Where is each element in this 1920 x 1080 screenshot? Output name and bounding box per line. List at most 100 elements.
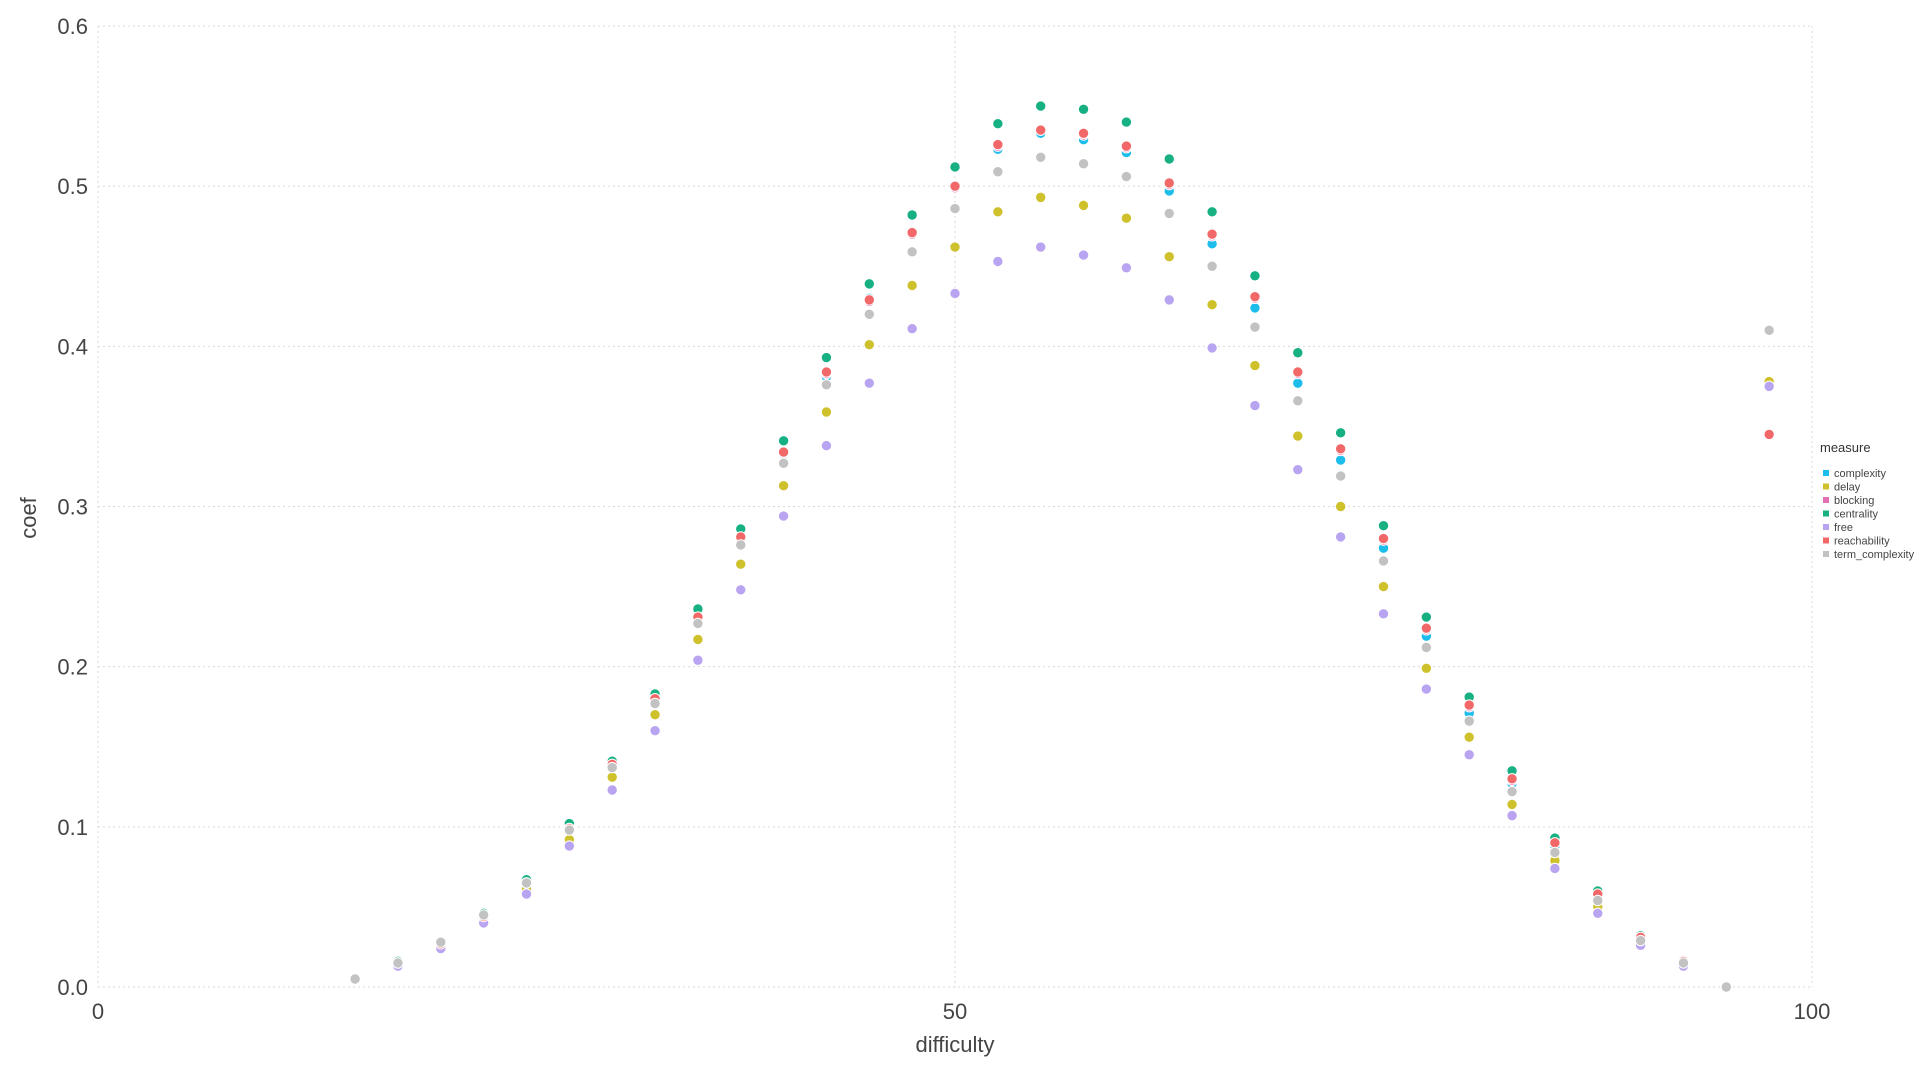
data-point xyxy=(777,479,790,492)
data-point xyxy=(1292,377,1304,389)
data-point xyxy=(1334,454,1347,466)
data-point xyxy=(1292,347,1304,359)
data-point xyxy=(863,278,875,290)
data-point xyxy=(1292,366,1304,378)
y-tick-label: 0.4 xyxy=(57,334,88,359)
data-point xyxy=(906,209,918,221)
data-point xyxy=(1249,399,1261,412)
grid-lines xyxy=(97,25,1813,988)
series-centrality xyxy=(349,100,1733,993)
data-point xyxy=(777,510,790,522)
x-tick-label: 50 xyxy=(943,999,967,1024)
data-point xyxy=(1463,731,1475,743)
data-point xyxy=(1206,228,1218,240)
data-point xyxy=(1549,862,1561,875)
data-point xyxy=(1463,699,1475,711)
data-point xyxy=(1334,443,1347,455)
series-complexity xyxy=(349,127,1733,993)
data-point xyxy=(992,206,1004,218)
data-point xyxy=(1077,199,1090,212)
data-point xyxy=(606,761,618,774)
data-points xyxy=(349,100,1775,993)
y-tick-label: 0.5 xyxy=(57,174,88,199)
data-point xyxy=(1120,170,1133,183)
data-point xyxy=(1677,957,1690,969)
data-point xyxy=(949,202,961,215)
data-point xyxy=(1163,250,1175,263)
data-point xyxy=(735,539,747,551)
y-tick-label: 0.1 xyxy=(57,815,88,840)
data-point xyxy=(906,246,918,258)
data-point xyxy=(1592,894,1604,907)
data-point xyxy=(820,366,833,378)
data-point xyxy=(1420,611,1433,623)
data-point xyxy=(1377,532,1390,545)
data-point xyxy=(1420,662,1433,674)
legend-swatch xyxy=(1823,551,1829,557)
data-point xyxy=(1420,641,1433,654)
data-point xyxy=(1292,395,1304,407)
data-point xyxy=(1077,158,1090,170)
legend-title: measure xyxy=(1820,440,1871,455)
data-point xyxy=(1249,302,1261,314)
legend-swatch xyxy=(1823,524,1829,530)
data-point xyxy=(1292,430,1304,442)
legend-swatch xyxy=(1823,470,1829,476)
data-point xyxy=(1763,380,1775,393)
data-point xyxy=(1420,683,1433,695)
legend-label: reachability xyxy=(1834,536,1890,548)
data-point xyxy=(606,784,618,796)
data-point xyxy=(1334,500,1347,513)
data-point xyxy=(735,558,747,570)
data-point xyxy=(1163,207,1175,220)
data-point xyxy=(949,287,961,300)
data-point xyxy=(992,166,1004,178)
legend-swatch xyxy=(1823,510,1829,517)
data-point xyxy=(863,377,875,389)
y-tick-label: 0.0 xyxy=(57,975,88,1000)
data-point xyxy=(1506,798,1518,811)
data-point xyxy=(949,161,961,173)
x-tick-label: 0 xyxy=(92,999,104,1024)
data-point xyxy=(435,936,447,948)
data-point xyxy=(906,279,918,292)
data-point xyxy=(1506,773,1518,785)
data-point xyxy=(1720,981,1733,993)
y-axis-ticks: 0.0 0.1 0.2 0.3 0.4 0.5 0.6 xyxy=(57,14,88,1000)
data-point xyxy=(1634,934,1647,947)
data-point xyxy=(649,725,661,737)
data-point xyxy=(735,584,747,596)
data-point xyxy=(949,180,961,192)
legend-label: delay xyxy=(1834,482,1861,494)
data-point xyxy=(992,255,1004,268)
data-point xyxy=(949,241,961,253)
data-point xyxy=(563,824,576,836)
data-point xyxy=(520,888,533,900)
data-point xyxy=(1163,294,1175,306)
data-point xyxy=(1163,153,1175,165)
data-point xyxy=(820,379,833,391)
data-point xyxy=(906,323,918,335)
data-point xyxy=(1334,531,1347,543)
data-point xyxy=(1763,324,1775,337)
y-tick-label: 0.2 xyxy=(57,655,88,680)
legend-swatch xyxy=(1823,537,1829,544)
x-tick-label: 100 xyxy=(1794,999,1831,1024)
data-point xyxy=(563,840,576,852)
data-point xyxy=(1035,241,1047,253)
legend-label: free xyxy=(1834,522,1853,534)
data-point xyxy=(1035,124,1047,136)
data-point xyxy=(777,435,790,447)
data-point xyxy=(820,439,833,452)
data-point xyxy=(1249,290,1261,303)
data-point xyxy=(1120,140,1133,152)
legend-label: blocking xyxy=(1834,495,1874,507)
series-blocking xyxy=(349,124,1733,993)
data-point xyxy=(1420,622,1433,634)
data-point xyxy=(820,351,833,364)
series-term-complexity xyxy=(349,151,1775,993)
data-point xyxy=(1077,103,1090,115)
